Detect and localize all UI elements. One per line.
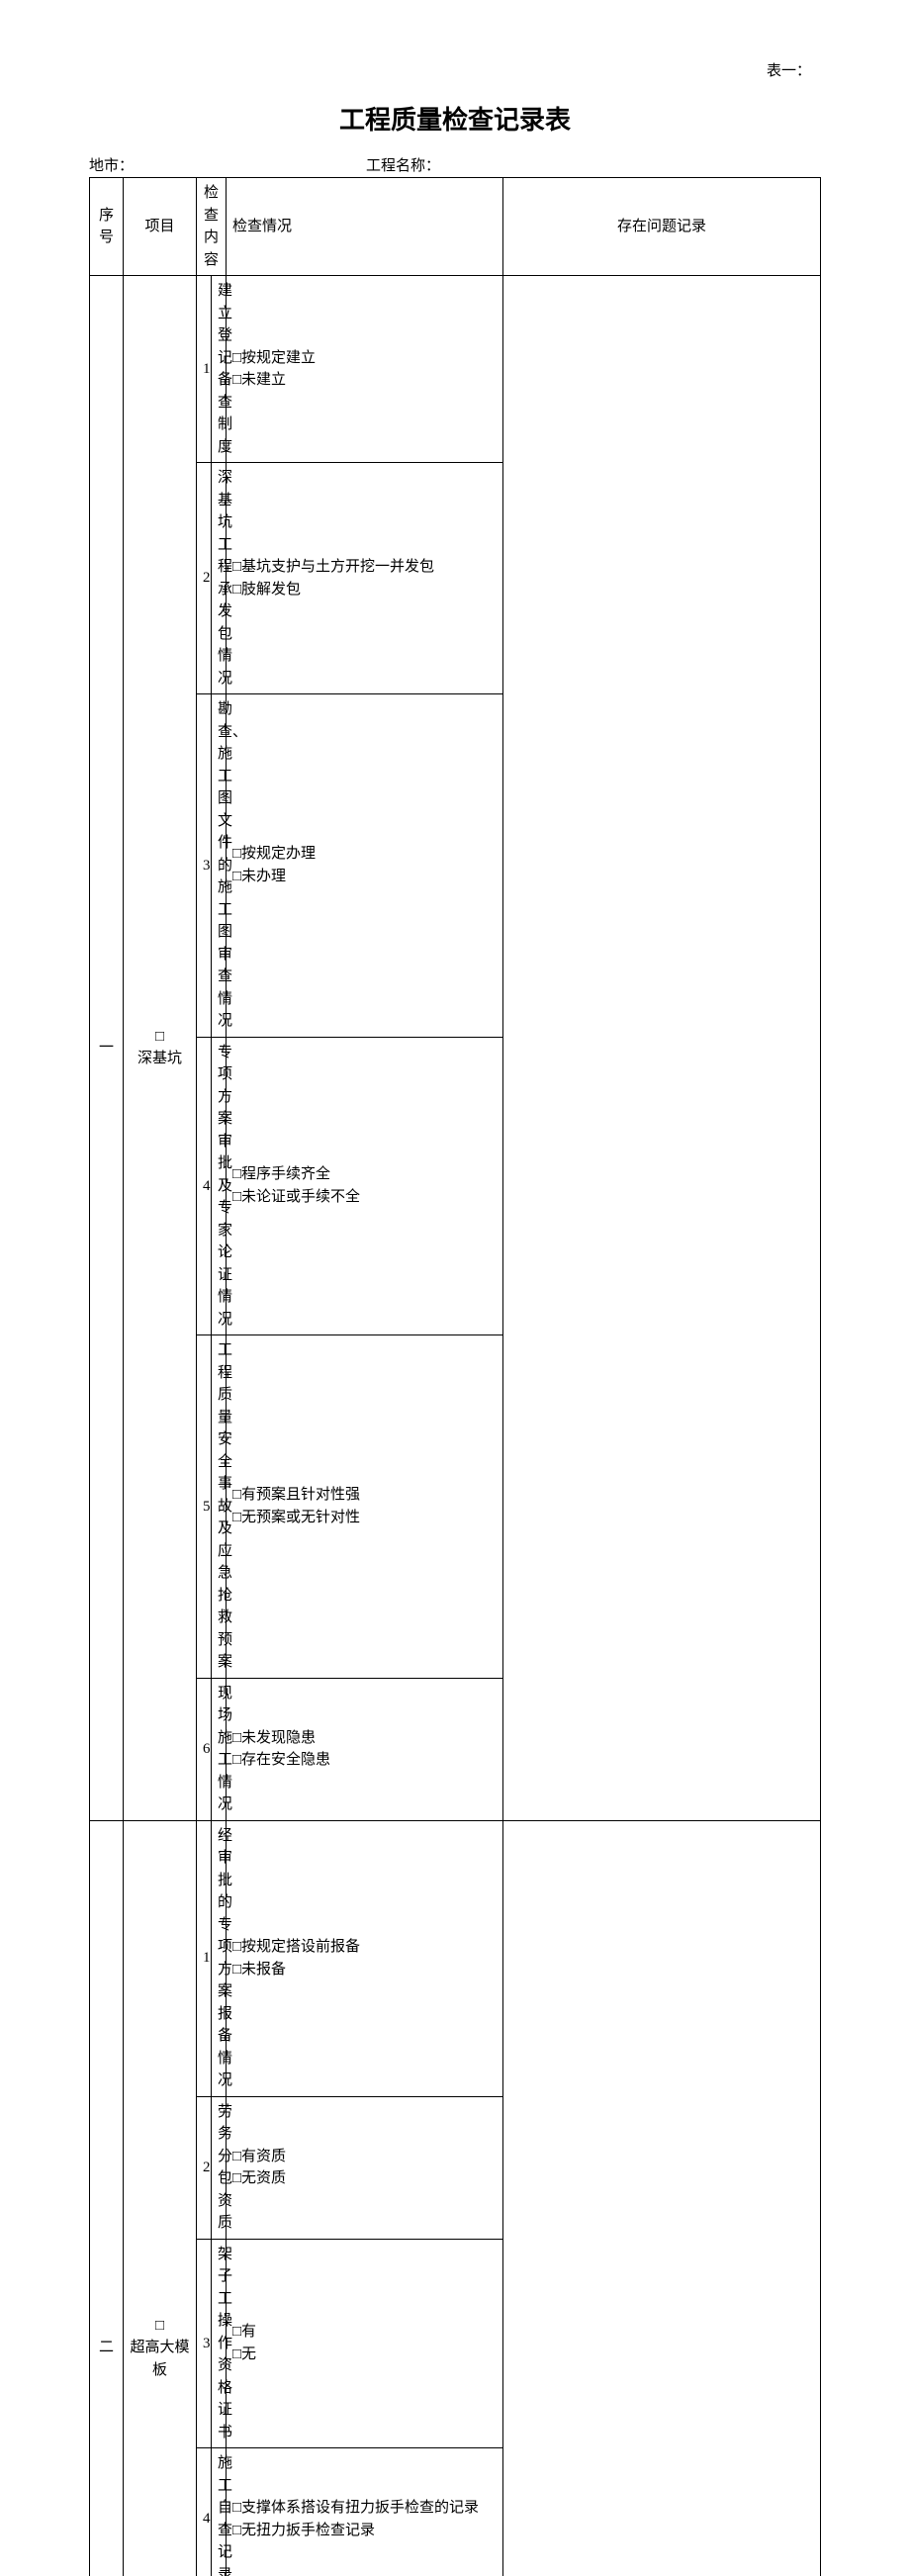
item-number: 4 (197, 1037, 212, 1335)
checkbox-option[interactable]: □程序手续齐全 (232, 1163, 497, 1186)
checkbox-option[interactable]: □未建立 (232, 369, 497, 392)
item-content: 深基坑工程承发包情况 (212, 463, 227, 694)
item-status: □未发现隐患□存在安全隐患 (227, 1678, 503, 1820)
header-notes: 存在问题记录 (503, 178, 821, 276)
header-status: 检查情况 (227, 178, 503, 276)
project-name: 超高大模板 (130, 2340, 189, 2378)
header-project: 项目 (124, 178, 197, 276)
header-row: 序号 项目 检查内容 检查情况 存在问题记录 (90, 178, 821, 276)
checkbox-option[interactable]: □基坑支护与土方开挖一并发包 (232, 556, 497, 579)
checkbox-option[interactable]: □无预案或无针对性 (232, 1507, 497, 1529)
item-content: 施工自查记录 (212, 2448, 227, 2576)
checkbox-option[interactable]: □未报备 (232, 1959, 497, 1981)
item-content: 建立登记备查制度 (212, 276, 227, 463)
checkbox-option[interactable]: □未办理 (232, 866, 497, 888)
notes-cell[interactable] (503, 276, 821, 1821)
inspection-table: 序号 项目 检查内容 检查情况 存在问题记录 一□深基坑1建立登记备查制度□按规… (89, 177, 821, 2576)
checkbox-option[interactable]: □未论证或手续不全 (232, 1186, 497, 1209)
item-status: □支撑体系搭设有扭力扳手检查的记录□无扭力扳手检查记录 (227, 2448, 503, 2576)
table-row: 二□超高大模板1经审批的专项方案报备情况□按规定搭设前报备□未报备 (90, 1820, 821, 2096)
item-number: 4 (197, 2448, 212, 2576)
project-cell: □ 超高大模板 (124, 1820, 197, 2576)
checkbox-option[interactable]: □未发现隐患 (232, 1727, 497, 1750)
city-label: 地市： (89, 154, 366, 175)
seq-cell: 二 (90, 1820, 124, 2576)
item-number: 1 (197, 1820, 212, 2096)
item-number: 6 (197, 1678, 212, 1820)
item-status: □基坑支护与土方开挖一并发包□肢解发包 (227, 463, 503, 694)
project-name: 深基坑 (137, 1051, 182, 1066)
seq-cell: 一 (90, 276, 124, 1821)
item-number: 2 (197, 463, 212, 694)
item-status: □程序手续齐全□未论证或手续不全 (227, 1037, 503, 1335)
item-number: 3 (197, 2239, 212, 2448)
item-status: □按规定建立□未建立 (227, 276, 503, 463)
item-status: □有资质□无资质 (227, 2096, 503, 2239)
item-number: 3 (197, 694, 212, 1038)
header-content: 检查内容 (197, 178, 227, 276)
item-status: □有预案且针对性强□无预案或无针对性 (227, 1335, 503, 1679)
page-title: 工程质量检查记录表 (89, 100, 821, 137)
header-seq: 序号 (90, 178, 124, 276)
project-cell: □ 深基坑 (124, 276, 197, 1821)
notes-cell[interactable] (503, 1820, 821, 2576)
item-number: 5 (197, 1335, 212, 1679)
table-row: 一□深基坑1建立登记备查制度□按规定建立□未建立 (90, 276, 821, 463)
project-checkbox[interactable]: □ (155, 2318, 164, 2334)
item-number: 1 (197, 276, 212, 463)
item-content: 经审批的专项方案报备情况 (212, 1820, 227, 2096)
project-checkbox[interactable]: □ (155, 1029, 164, 1045)
checkbox-option[interactable]: □无 (232, 2344, 497, 2366)
item-content: 架子工操作资格证书 (212, 2239, 227, 2448)
checkbox-option[interactable]: □有资质 (232, 2146, 497, 2168)
checkbox-option[interactable]: □按规定办理 (232, 843, 497, 866)
project-name-label: 工程名称： (366, 154, 821, 175)
meta-row: 地市： 工程名称： (89, 154, 821, 175)
item-content: 工程质量安全事故及应急抢救预案 (212, 1335, 227, 1679)
item-number: 2 (197, 2096, 212, 2239)
item-status: □按规定搭设前报备□未报备 (227, 1820, 503, 2096)
checkbox-option[interactable]: □按规定建立 (232, 347, 497, 370)
checkbox-option[interactable]: □无扭力扳手检查记录 (232, 2520, 497, 2542)
checkbox-option[interactable]: □有预案且针对性强 (232, 1484, 497, 1507)
checkbox-option[interactable]: □无资质 (232, 2167, 497, 2190)
checkbox-option[interactable]: □存在安全隐患 (232, 1749, 497, 1772)
item-content: 劳务分包资质 (212, 2096, 227, 2239)
item-status: □有□无 (227, 2239, 503, 2448)
checkbox-option[interactable]: □肢解发包 (232, 579, 497, 601)
checkbox-option[interactable]: □按规定搭设前报备 (232, 1936, 497, 1959)
item-content: 专项方案审批及专家论证情况 (212, 1037, 227, 1335)
item-content: 勘查、施工图文件的施工图审查情况 (212, 694, 227, 1038)
item-content: 现场施工情况 (212, 1678, 227, 1820)
checkbox-option[interactable]: □支撑体系搭设有扭力扳手检查的记录 (232, 2497, 497, 2520)
item-status: □按规定办理□未办理 (227, 694, 503, 1038)
table-label: 表一： (89, 59, 821, 80)
checkbox-option[interactable]: □有 (232, 2321, 497, 2344)
